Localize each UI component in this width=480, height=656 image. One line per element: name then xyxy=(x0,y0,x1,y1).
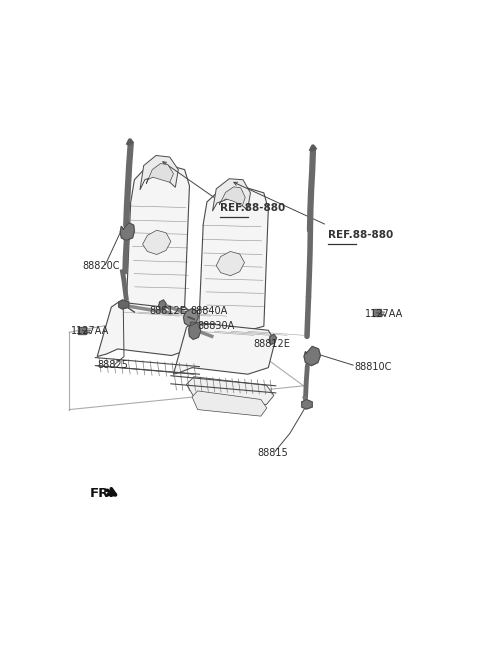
Text: 1127AA: 1127AA xyxy=(365,308,403,319)
Polygon shape xyxy=(97,302,197,357)
Text: 88830A: 88830A xyxy=(198,321,235,331)
Polygon shape xyxy=(304,346,321,365)
Polygon shape xyxy=(143,230,171,255)
Polygon shape xyxy=(173,322,275,374)
Polygon shape xyxy=(183,308,198,326)
Text: 1127AA: 1127AA xyxy=(71,326,109,337)
Polygon shape xyxy=(302,400,312,409)
Polygon shape xyxy=(119,300,129,309)
Text: 88812E: 88812E xyxy=(149,306,186,316)
Text: REF.88-880: REF.88-880 xyxy=(328,230,393,240)
Polygon shape xyxy=(216,251,244,276)
Text: 88815: 88815 xyxy=(257,447,288,457)
Polygon shape xyxy=(199,182,268,331)
Text: 88810C: 88810C xyxy=(354,361,391,372)
Polygon shape xyxy=(189,322,201,339)
Polygon shape xyxy=(213,178,251,211)
Polygon shape xyxy=(146,163,173,184)
Text: 88825: 88825 xyxy=(97,360,128,370)
Polygon shape xyxy=(140,155,178,190)
Polygon shape xyxy=(269,335,276,344)
Text: REF.88-880: REF.88-880 xyxy=(220,203,285,213)
Polygon shape xyxy=(373,309,381,316)
Text: FR.: FR. xyxy=(90,487,115,501)
Polygon shape xyxy=(186,377,274,405)
Polygon shape xyxy=(219,187,245,206)
Polygon shape xyxy=(78,327,86,334)
Text: 88840A: 88840A xyxy=(190,306,228,316)
Polygon shape xyxy=(126,161,190,312)
Polygon shape xyxy=(192,391,267,416)
Polygon shape xyxy=(158,300,166,310)
Text: 88820C: 88820C xyxy=(83,260,120,271)
Text: 88812E: 88812E xyxy=(253,339,290,349)
Polygon shape xyxy=(120,222,134,240)
